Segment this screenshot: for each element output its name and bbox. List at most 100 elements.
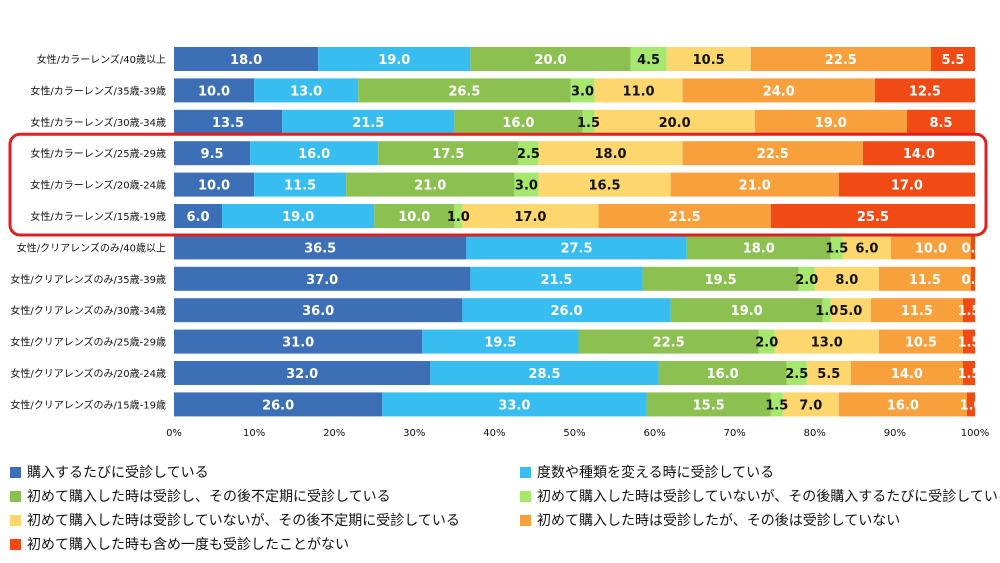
legend-label: 初めて購入した時は受診し、その後不定期に受診している bbox=[27, 489, 391, 505]
bar-segment bbox=[358, 78, 571, 103]
legend-label: 度数や種類を変える時に受診している bbox=[537, 465, 775, 481]
bar-segment bbox=[874, 78, 975, 103]
data-label: 28.5 bbox=[528, 367, 560, 382]
data-label: 0.5 bbox=[961, 273, 984, 288]
data-label: 2.0 bbox=[755, 336, 778, 351]
bar-segment bbox=[462, 204, 599, 228]
data-label: 19.5 bbox=[484, 336, 516, 351]
data-label: 10.5 bbox=[693, 53, 725, 68]
bar-segment bbox=[538, 141, 683, 166]
data-label: 22.5 bbox=[757, 147, 789, 162]
data-label: 36.0 bbox=[302, 304, 334, 319]
data-label: 1.5 bbox=[957, 336, 980, 351]
category-label: 女性/カラーレンズ/15歳-19歳 bbox=[30, 210, 166, 223]
category-label: 女性/クリアレンズのみ/15歳-19歳 bbox=[10, 398, 166, 411]
data-label: 19.5 bbox=[705, 273, 737, 288]
legend-item: 初めて購入した時も含め一度も受診したことがない bbox=[10, 534, 349, 554]
bar-segment bbox=[570, 78, 595, 103]
bar-segment bbox=[254, 78, 359, 103]
data-label: 20.0 bbox=[659, 116, 691, 131]
x-tick-label: 60% bbox=[643, 428, 665, 439]
data-label: 8.0 bbox=[835, 273, 858, 288]
data-label: 10.0 bbox=[398, 210, 430, 225]
data-label: 18.0 bbox=[595, 147, 627, 162]
legend-swatch bbox=[10, 514, 21, 526]
data-label: 13.0 bbox=[290, 84, 322, 99]
bar-segment bbox=[578, 329, 759, 354]
data-label: 0.5 bbox=[961, 241, 984, 256]
bar-segment bbox=[750, 47, 931, 71]
legend-swatch bbox=[520, 514, 531, 526]
bar-segment bbox=[174, 141, 251, 166]
data-label: 1.5 bbox=[957, 304, 980, 319]
bar-segment bbox=[538, 172, 671, 197]
category-label: 女性/カラーレンズ/20歳-24歳 bbox=[30, 179, 166, 192]
data-label: 1.5 bbox=[825, 241, 848, 256]
data-label: 10.5 bbox=[905, 336, 937, 351]
bar-segment bbox=[878, 266, 971, 291]
data-label: 8.5 bbox=[929, 116, 952, 131]
bar-segment bbox=[282, 109, 455, 134]
legend-swatch bbox=[10, 490, 21, 502]
bar-segment bbox=[174, 266, 471, 291]
x-tick-label: 80% bbox=[804, 428, 826, 439]
category-label: 女性/クリアレンズのみ/25歳-29歳 bbox=[10, 336, 166, 349]
legend-swatch bbox=[520, 490, 531, 502]
data-label: 37.0 bbox=[306, 273, 338, 288]
bar-segment bbox=[518, 141, 539, 166]
data-label: 14.0 bbox=[903, 147, 935, 162]
bar-segment bbox=[642, 266, 799, 291]
bar-segment bbox=[250, 141, 379, 166]
data-label: 1.5 bbox=[577, 116, 600, 131]
bar-segment bbox=[670, 172, 839, 197]
data-label: 21.5 bbox=[540, 273, 572, 288]
x-tick-label: 90% bbox=[884, 428, 906, 439]
category-label: 女性/カラーレンズ/40歳以上 bbox=[37, 53, 166, 66]
bar-segment bbox=[174, 109, 283, 134]
category-label: 女性/クリアレンズのみ/20歳-24歳 bbox=[10, 367, 166, 380]
x-tick-label: 50% bbox=[563, 428, 585, 439]
data-label: 10.0 bbox=[198, 84, 230, 99]
bar-segment bbox=[822, 298, 831, 323]
bar-segment bbox=[582, 109, 595, 134]
x-tick-label: 40% bbox=[483, 428, 505, 439]
legend-label: 初めて購入した時は受診していないが、その後不定期に受診している bbox=[27, 513, 460, 529]
x-tick-label: 70% bbox=[724, 428, 746, 439]
category-label: 女性/カラーレンズ/30歳-34歳 bbox=[30, 116, 166, 129]
data-label: 27.5 bbox=[560, 241, 592, 256]
bar-segment bbox=[962, 329, 975, 354]
legend-item: 初めて購入した時は受診していないが、その後不定期に受診している bbox=[10, 510, 460, 530]
bar-segment bbox=[174, 47, 319, 71]
data-label: 13.0 bbox=[811, 336, 843, 351]
bar-segment bbox=[770, 392, 783, 417]
bar-segment bbox=[786, 361, 807, 385]
bar-segment bbox=[682, 78, 875, 103]
bar-segment bbox=[782, 392, 839, 417]
bar-segment bbox=[878, 329, 963, 354]
bar-segment bbox=[850, 361, 963, 385]
data-label: 13.5 bbox=[212, 116, 244, 131]
bar-segment bbox=[962, 361, 975, 385]
data-label: 7.0 bbox=[799, 398, 822, 413]
bar-segment bbox=[870, 298, 963, 323]
legend-item: 初めて購入した時は受診していないが、その後購入するたびに受診している bbox=[520, 486, 1000, 506]
data-label: 1.5 bbox=[957, 367, 980, 382]
bar-segment bbox=[798, 266, 815, 291]
bar-segment bbox=[666, 47, 751, 71]
data-label: 1.0 bbox=[815, 304, 838, 319]
bar-segment bbox=[466, 235, 687, 260]
data-label: 16.0 bbox=[502, 116, 534, 131]
bar-segment bbox=[254, 172, 347, 197]
data-label: 19.0 bbox=[282, 210, 314, 225]
bar-segment bbox=[174, 78, 255, 103]
data-label: 17.0 bbox=[514, 210, 546, 225]
bar-segment bbox=[470, 266, 643, 291]
bar-segment bbox=[174, 204, 223, 228]
bar-segment bbox=[374, 204, 455, 228]
legend-item: 度数や種類を変える時に受診している bbox=[520, 462, 774, 482]
legend-label: 初めて購入した時も含め一度も受診したことがない bbox=[27, 537, 349, 553]
bar-segment bbox=[454, 204, 463, 228]
chart-legend: 購入するたびに受診している 度数や種類を変える時に受診している 初めて購入した時は受… bbox=[10, 462, 1000, 553]
bar-segment bbox=[598, 204, 771, 228]
bar-segment bbox=[454, 109, 583, 134]
